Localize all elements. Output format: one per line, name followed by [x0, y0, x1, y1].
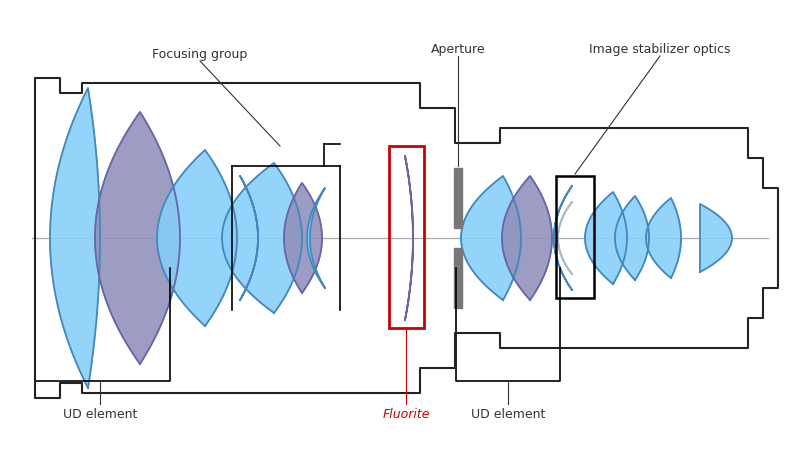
Text: Image stabilizer optics: Image stabilizer optics — [589, 43, 731, 56]
Polygon shape — [700, 204, 732, 272]
Polygon shape — [284, 183, 322, 293]
Text: UD element: UD element — [470, 407, 545, 420]
Text: Aperture: Aperture — [431, 43, 485, 56]
Bar — [454, 168, 462, 228]
Polygon shape — [615, 196, 649, 280]
Polygon shape — [554, 186, 572, 290]
Polygon shape — [50, 88, 100, 388]
Text: UD element: UD element — [63, 407, 137, 420]
Polygon shape — [307, 188, 325, 288]
Polygon shape — [461, 176, 521, 300]
Polygon shape — [502, 176, 552, 300]
Polygon shape — [646, 198, 681, 278]
Polygon shape — [558, 202, 572, 274]
Text: Focusing group: Focusing group — [152, 48, 248, 61]
Polygon shape — [222, 163, 302, 313]
Bar — [454, 248, 462, 308]
Polygon shape — [585, 192, 627, 284]
Polygon shape — [240, 176, 258, 300]
Polygon shape — [157, 150, 237, 326]
Text: Fluorite: Fluorite — [383, 407, 430, 420]
Polygon shape — [95, 112, 180, 364]
Polygon shape — [405, 156, 413, 320]
